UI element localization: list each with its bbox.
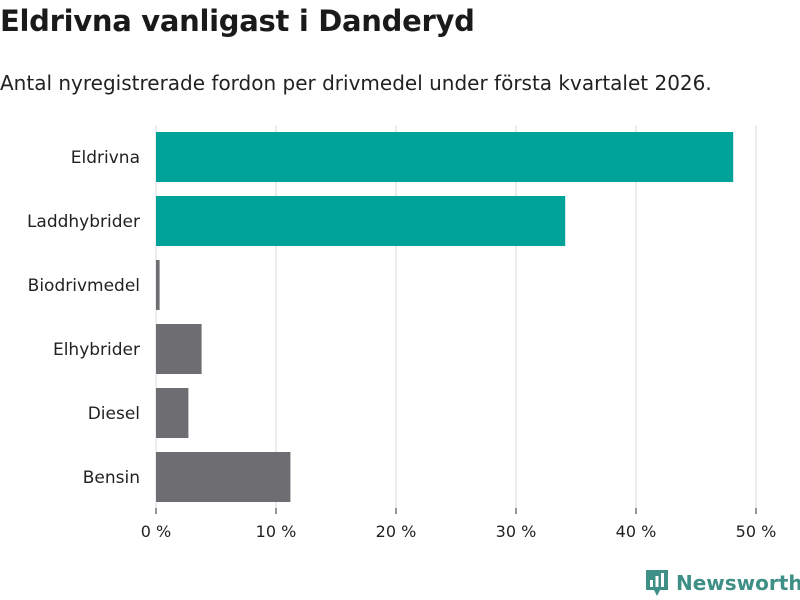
x-tick-label: 10 % <box>256 522 297 541</box>
brand-name: Newsworthy <box>676 571 800 595</box>
chart-subtitle: Antal nyregistrerade fordon per drivmede… <box>0 71 712 95</box>
gridlines <box>155 126 757 508</box>
x-axis-ticks: 0 % 10 % 20 % 30 % 40 % 50 % <box>141 508 777 541</box>
bar-bensin <box>156 452 291 502</box>
x-tick-label: 40 % <box>616 522 657 541</box>
category-labels: Eldrivna Laddhybrider Biodrivmedel Elhybrid… <box>27 148 140 488</box>
category-label: Laddhybrider <box>27 212 140 232</box>
chart-title: Eldrivna vanligast i Danderyd <box>0 4 475 38</box>
category-label: Eldrivna <box>71 148 140 168</box>
bar-elhybrider <box>156 324 202 374</box>
category-label: Diesel <box>88 404 140 424</box>
category-label: Elhybrider <box>53 340 140 360</box>
brand-logo: Newsworthy <box>644 568 800 598</box>
x-tick-label: 20 % <box>376 522 417 541</box>
category-label: Biodrivmedel <box>28 276 140 296</box>
bars <box>156 132 734 502</box>
bar-eldrivna <box>156 132 734 182</box>
x-tick-label: 0 % <box>141 522 171 541</box>
x-tick-label: 50 % <box>736 522 777 541</box>
newsworthy-logo-icon <box>646 570 668 596</box>
category-label: Bensin <box>83 468 140 488</box>
bar-biodrivmedel <box>156 260 160 310</box>
bar-diesel <box>156 388 189 438</box>
x-tick-label: 30 % <box>496 522 537 541</box>
bar-laddhybrider <box>156 196 566 246</box>
